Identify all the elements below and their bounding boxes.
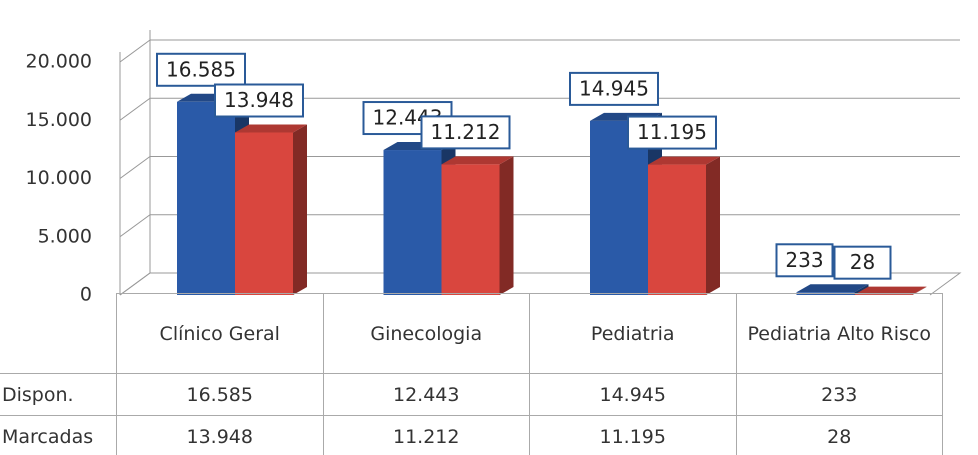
table-cell: 28: [735, 415, 943, 455]
data-label-box: [156, 52, 246, 87]
bar-top: [796, 284, 869, 293]
table-cell: 11.212: [322, 415, 530, 455]
data-label: 11.212: [431, 120, 501, 144]
grid-line: [119, 97, 960, 121]
bar-side: [854, 284, 869, 295]
bar-top: [235, 124, 307, 133]
data-label: 28: [850, 250, 875, 274]
series-name: Dispon.: [0, 373, 117, 416]
bar-side: [912, 286, 927, 295]
bar: [648, 164, 706, 295]
category-label: Pediatria: [529, 293, 737, 374]
bar-side: [706, 156, 720, 295]
category-label: Ginecologia: [322, 293, 530, 374]
data-label-box: [569, 71, 659, 106]
table-cell: 12.443: [322, 373, 530, 416]
data-label-box: [420, 115, 511, 150]
bar: [177, 101, 235, 295]
data-label-box: [627, 115, 717, 150]
data-label-box: [214, 83, 304, 118]
bar-top: [648, 156, 720, 165]
bar-side: [499, 156, 514, 295]
category-label: Pediatria Alto Risco: [735, 293, 943, 374]
series-name: Marcadas: [0, 415, 117, 455]
table-cell: 16.585: [116, 373, 324, 416]
table-cell: 13.948: [116, 415, 324, 455]
grid-line: [119, 39, 960, 63]
y-tick-label: 15.000: [26, 109, 92, 131]
data-label: 14.945: [579, 76, 649, 100]
data-label-box: [775, 243, 834, 278]
bar: [590, 120, 648, 295]
data-label: 11.195: [637, 120, 707, 144]
grid-line: [119, 156, 960, 179]
bar-side: [293, 124, 307, 295]
corner: [0, 293, 117, 374]
y-tick-label: 5.000: [38, 225, 92, 247]
data-label: 233: [785, 248, 823, 272]
bar: [441, 164, 500, 295]
data-label: 13.948: [224, 88, 294, 112]
bar: [383, 150, 442, 295]
y-tick-label: 10.000: [26, 167, 92, 189]
category-label: Clínico Geral: [116, 293, 324, 374]
bar-top: [854, 286, 927, 295]
data-table: Clínico Geral Ginecologia Pediatria Pediatr…: [0, 293, 943, 455]
data-label: 16.585: [166, 57, 236, 81]
table-cell: 233: [735, 373, 943, 416]
table-cell: 14.945: [529, 373, 737, 416]
bar-top: [441, 156, 514, 165]
table-cell: 11.195: [529, 415, 737, 455]
y-tick-label: 20.000: [26, 51, 92, 73]
data-label-box: [833, 245, 892, 280]
bar: [235, 132, 293, 295]
